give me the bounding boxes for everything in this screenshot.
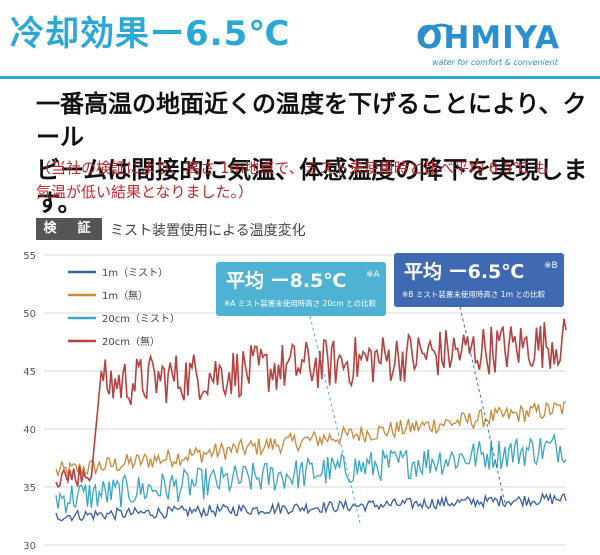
annotation-sup: ※A [366, 270, 381, 280]
series-line-3 [55, 318, 567, 489]
y-tick-label: 35 [23, 483, 36, 494]
annotation-box [394, 253, 564, 307]
y-tick-label: 40 [23, 425, 36, 436]
logo-swoosh-icon [420, 23, 454, 43]
temperature-chart: 30 35 40 45 50 55 1m（ミスト） 1m（無） 20cm（ミスト） 20cm（無… [23, 251, 567, 552]
annotation-note: ※B ミスト装置未使用時高さ 1ｍ との比較 [402, 289, 546, 299]
annotation-sup: ※B [544, 261, 558, 271]
page-title: 冷却効果ー6.5℃ [10, 14, 291, 54]
description-text: 一番高温の地面近くの温度を下げることにより、クール ビームは間接的に気温、体感温… [36, 88, 596, 220]
y-tick-label: 50 [23, 309, 36, 320]
series-line-1 [55, 401, 567, 478]
annotation-box [216, 262, 386, 316]
legend-label: 1m（ミスト） [102, 267, 168, 279]
description-line-2: ビームは間接的に気温、体感温度の降下を実現します。 [36, 156, 588, 217]
chart-legend: 1m（ミスト） 1m（無） 20cm（ミスト） 20cm（無） [68, 267, 180, 348]
series-line-2 [55, 432, 567, 514]
y-axis-ticks: 30 35 40 45 50 55 [23, 251, 36, 552]
y-tick-label: 45 [23, 367, 36, 378]
series-line-0 [55, 491, 567, 522]
brand-logo: OHMIYA [416, 20, 561, 56]
y-tick-label: 30 [23, 541, 36, 552]
test-note-line-2: 気温が低い結果となりました。） [36, 183, 254, 201]
annotation-main: 平均 ー8.5℃ [226, 269, 346, 292]
chart-subtitle: ミスト装置使用による温度変化 [110, 223, 306, 239]
brand-tagline: water for comfort & convenient [432, 58, 558, 67]
verification-badge: 検 証 [36, 218, 102, 240]
test-note-line-1: （当社の検証により、高さ 1ｍ地点で、ミスト未使用時と比べ平均 6.5℃ も [36, 159, 550, 177]
annotation-note: ※A ミスト装置未使用時高さ 20cm との比較 [224, 298, 376, 308]
series-lines [55, 318, 567, 522]
test-note: （当社の検証により、高さ 1ｍ地点で、ミスト未使用時と比べ平均 6.5℃ も 気… [36, 156, 596, 204]
y-tick-label: 55 [23, 251, 36, 262]
legend-label: 20cm（ミスト） [102, 313, 180, 325]
annotation-leader [309, 315, 361, 524]
annotation-main: 平均 ー6.5℃ [404, 260, 524, 283]
header-divider [0, 76, 600, 79]
legend-label: 20cm（無） [102, 335, 160, 348]
legend-label: 1m（無） [102, 289, 148, 302]
chart-annotations: 平均 ー8.5℃ ※A ※A ミスト装置未使用時高さ 20cm との比較 平均 ー6.… [216, 253, 564, 524]
description-line-1: 一番高温の地面近くの温度を下げることにより、クール [36, 90, 587, 151]
